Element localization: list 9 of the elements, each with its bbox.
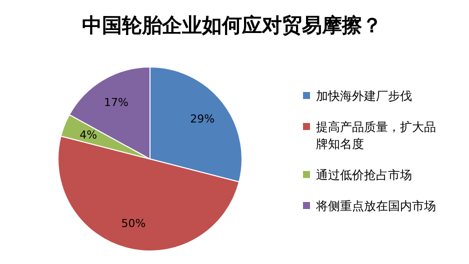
data-label: 17% (104, 96, 129, 109)
legend-label: 通过低价抢占市场 (316, 167, 413, 184)
chart-title: 中国轮胎企业如何应对贸易摩擦？ (82, 13, 382, 37)
legend-label: 将侧重点放在国内市场 (316, 198, 437, 215)
legend-label: 提高产品质量，扩大品牌知名度 (316, 119, 437, 153)
data-label: 50% (121, 217, 146, 230)
legend-label: 加快海外建厂步伐 (316, 88, 413, 105)
data-label: 4% (80, 128, 98, 142)
data-label: 29% (190, 112, 215, 126)
